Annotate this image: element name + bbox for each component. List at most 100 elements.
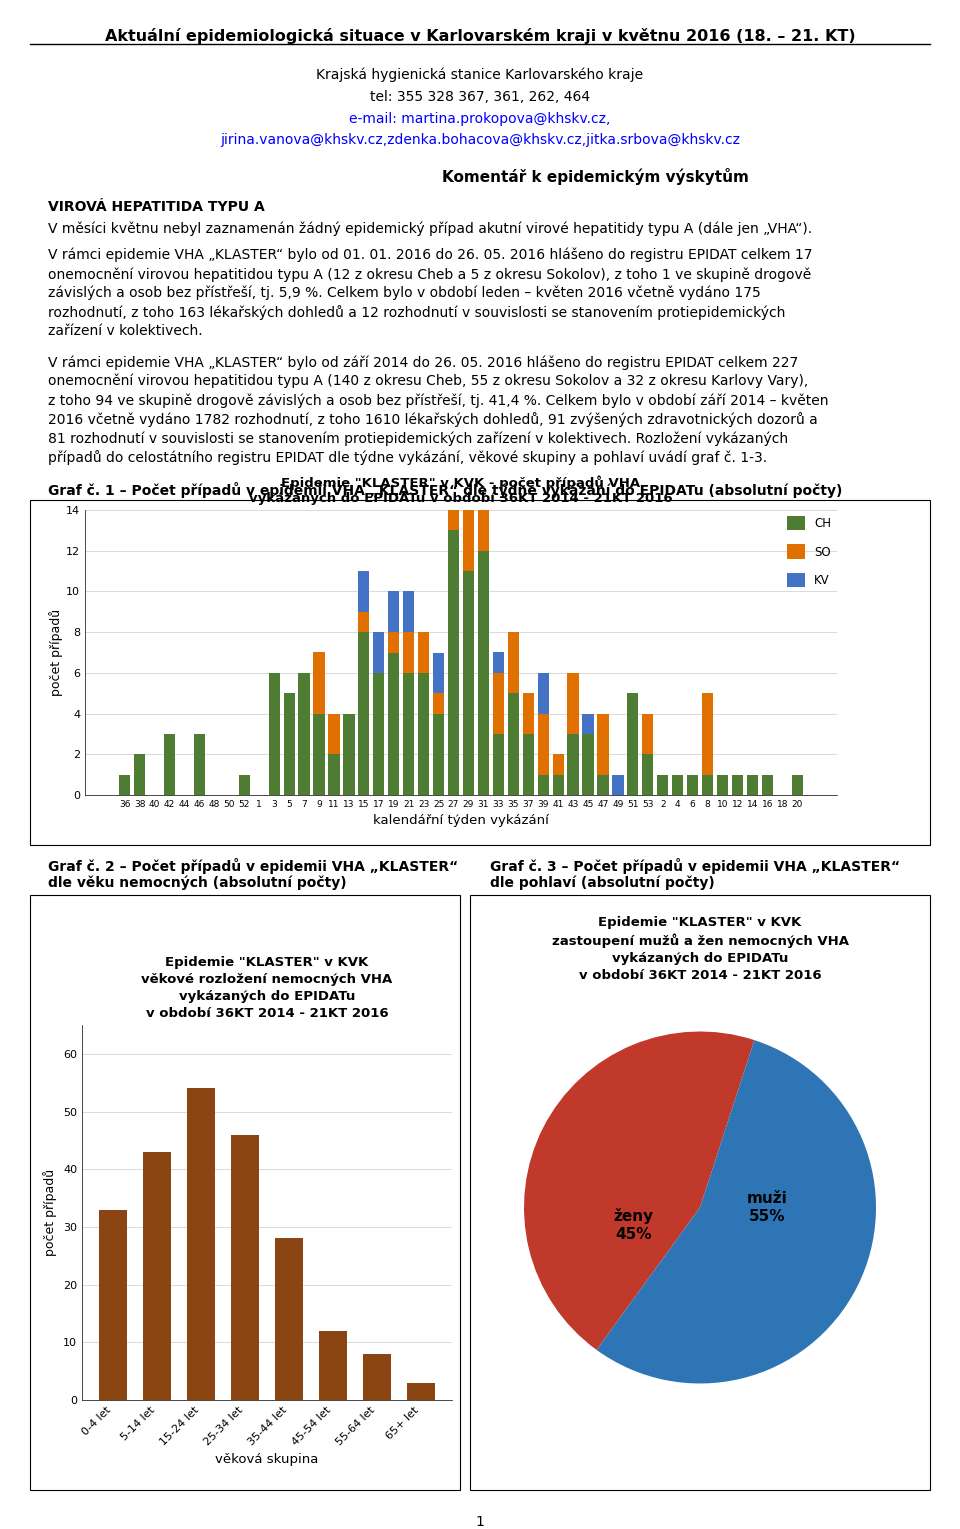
Bar bbox=[313, 653, 324, 714]
Bar bbox=[553, 775, 564, 795]
Bar bbox=[470, 894, 930, 1489]
Bar bbox=[612, 775, 623, 795]
X-axis label: kalendářní týden vykázání: kalendářní týden vykázání bbox=[373, 815, 549, 827]
Text: případů do celostátního registru EPIDAT dle týdne vykázání, věkové skupiny a poh: případů do celostátního registru EPIDAT … bbox=[48, 450, 767, 465]
Text: 81 rozhodnutí v souvislosti se stanovením protiepidemických zařízení v kolektive: 81 rozhodnutí v souvislosti se stanovení… bbox=[48, 431, 788, 445]
Bar bbox=[344, 714, 354, 795]
Bar bbox=[702, 693, 713, 775]
Text: Komentář k epidemickým výskytům: Komentář k epidemickým výskytům bbox=[442, 168, 749, 185]
Bar bbox=[687, 775, 698, 795]
Bar bbox=[99, 1209, 128, 1401]
Bar bbox=[418, 631, 429, 673]
Text: závislých a osob bez přístřeší, tj. 5,9 %. Celkem bylo v období leden – květen 2: závislých a osob bez přístřeší, tj. 5,9 … bbox=[48, 286, 760, 301]
Bar bbox=[567, 734, 579, 795]
Bar bbox=[478, 550, 489, 795]
Bar bbox=[642, 714, 654, 754]
Bar bbox=[448, 469, 459, 531]
Bar bbox=[492, 653, 504, 673]
Bar bbox=[363, 1353, 392, 1401]
Bar bbox=[522, 734, 534, 795]
Text: Krajská hygienická stanice Karlovarského kraje: Krajská hygienická stanice Karlovarského… bbox=[317, 67, 643, 83]
Bar bbox=[433, 714, 444, 795]
Bar bbox=[275, 1238, 303, 1401]
Bar bbox=[403, 631, 415, 673]
Text: muži
55%: muži 55% bbox=[747, 1191, 787, 1223]
Text: onemocnění virovou hepatitidou typu A (140 z okresu Cheb, 55 z okresu Sokolov a : onemocnění virovou hepatitidou typu A (1… bbox=[48, 375, 808, 388]
Bar bbox=[732, 775, 743, 795]
Text: Graf č. 1 – Počet případů v epidemii VHA „KLASTER“ dle týdne vykázání do EPIDATu: Graf č. 1 – Počet případů v epidemii VHA… bbox=[48, 482, 842, 498]
Bar bbox=[492, 673, 504, 734]
Bar bbox=[583, 714, 593, 734]
Title: Epidemie "KLASTER" v KVK - počet případů VHA
vykázaných do EPIDATu v období 36KT: Epidemie "KLASTER" v KVK - počet případů… bbox=[250, 476, 673, 505]
Bar bbox=[119, 775, 131, 795]
Bar bbox=[30, 894, 460, 1489]
Bar bbox=[658, 775, 668, 795]
Bar bbox=[328, 714, 340, 754]
Title: Epidemie "KLASTER" v KVK
zastoupení mužů a žen nemocných VHA
vykázaných do EPIDA: Epidemie "KLASTER" v KVK zastoupení mužů… bbox=[551, 916, 849, 982]
Text: rozhodnutí, z toho 163 lékařských dohledů a 12 rozhodnutí v souvislosti se stano: rozhodnutí, z toho 163 lékařských dohled… bbox=[48, 304, 785, 320]
Bar bbox=[358, 631, 370, 795]
Y-axis label: počet případů: počet případů bbox=[49, 609, 63, 696]
Bar bbox=[30, 500, 930, 846]
Text: onemocnění virovou hepatitidou typu A (12 z okresu Cheb a 5 z okresu Sokolov), z: onemocnění virovou hepatitidou typu A (1… bbox=[48, 268, 811, 281]
Bar bbox=[187, 1089, 215, 1401]
X-axis label: věková skupina: věková skupina bbox=[215, 1453, 319, 1466]
Text: dle pohlaví (absolutní počty): dle pohlaví (absolutní počty) bbox=[490, 875, 715, 890]
Bar bbox=[239, 775, 250, 795]
Text: zařízení v kolektivech.: zařízení v kolektivech. bbox=[48, 324, 203, 338]
Bar bbox=[313, 714, 324, 795]
Bar bbox=[319, 1330, 348, 1401]
Bar bbox=[567, 673, 579, 734]
Text: VIROVÁ HEPATITIDA TYPU A: VIROVÁ HEPATITIDA TYPU A bbox=[48, 200, 265, 214]
Bar bbox=[134, 754, 145, 795]
Bar bbox=[433, 693, 444, 714]
Bar bbox=[747, 775, 758, 795]
Text: dle věku nemocných (absolutní počty): dle věku nemocných (absolutní počty) bbox=[48, 875, 347, 890]
Text: jirina.vanova@khskv.cz,zdenka.bohacova@khskv.cz,jitka.srbova@khskv.cz: jirina.vanova@khskv.cz,zdenka.bohacova@k… bbox=[220, 133, 740, 147]
Text: ženy
45%: ženy 45% bbox=[613, 1208, 653, 1242]
Bar bbox=[478, 489, 489, 511]
Text: V rámci epidemie VHA „KLASTER“ bylo od 01. 01. 2016 do 26. 05. 2016 hlášeno do r: V rámci epidemie VHA „KLASTER“ bylo od 0… bbox=[48, 248, 812, 263]
Bar bbox=[702, 775, 713, 795]
Bar bbox=[792, 775, 803, 795]
Y-axis label: počet případů: počet případů bbox=[43, 1170, 58, 1255]
Bar bbox=[583, 734, 593, 795]
Text: Aktuální epidemiologická situace v Karlovarském kraji v květnu 2016 (18. – 21. K: Aktuální epidemiologická situace v Karlo… bbox=[105, 28, 855, 44]
Title: Epidemie "KLASTER" v KVK
věkové rozložení nemocných VHA
vykázaných do EPIDATu
v : Epidemie "KLASTER" v KVK věkové rozložen… bbox=[141, 956, 393, 1020]
Text: Graf č. 2 – Počet případů v epidemii VHA „KLASTER“: Graf č. 2 – Počet případů v epidemii VHA… bbox=[48, 858, 458, 875]
Bar bbox=[328, 754, 340, 795]
Bar bbox=[538, 673, 549, 714]
Bar bbox=[283, 693, 295, 795]
Bar bbox=[403, 673, 415, 795]
Bar bbox=[433, 653, 444, 693]
Bar bbox=[388, 631, 399, 653]
Bar bbox=[388, 592, 399, 631]
Bar bbox=[761, 775, 773, 795]
Text: 2016 včetně vydáno 1782 rozhodnutí, z toho 1610 lékařských dohledů, 91 zvýšených: 2016 včetně vydáno 1782 rozhodnutí, z to… bbox=[48, 411, 818, 427]
Text: e-mail: martina.prokopova@khskv.cz,: e-mail: martina.prokopova@khskv.cz, bbox=[349, 112, 611, 125]
Text: tel: 355 328 367, 361, 262, 464: tel: 355 328 367, 361, 262, 464 bbox=[370, 90, 590, 104]
Bar bbox=[448, 367, 459, 469]
Bar bbox=[299, 673, 310, 795]
Bar bbox=[508, 631, 519, 693]
Bar bbox=[597, 714, 609, 775]
Bar bbox=[418, 673, 429, 795]
Bar bbox=[478, 511, 489, 550]
Wedge shape bbox=[596, 1040, 876, 1384]
Bar bbox=[407, 1382, 435, 1401]
Bar bbox=[717, 775, 728, 795]
Text: V měsíci květnu nebyl zaznamenán žádný epidemický případ akutní virové hepatitid: V měsíci květnu nebyl zaznamenán žádný e… bbox=[48, 222, 812, 237]
Text: z toho 94 ve skupině drogově závislých a osob bez přístřeší, tj. 41,4 %. Celkem : z toho 94 ve skupině drogově závislých a… bbox=[48, 393, 828, 408]
Bar bbox=[463, 469, 474, 570]
Bar bbox=[269, 673, 279, 795]
Bar bbox=[373, 673, 384, 795]
Bar bbox=[373, 631, 384, 673]
Bar bbox=[538, 714, 549, 775]
Text: Graf č. 3 – Počet případů v epidemii VHA „KLASTER“: Graf č. 3 – Počet případů v epidemii VHA… bbox=[490, 858, 900, 875]
Bar bbox=[553, 754, 564, 775]
Bar bbox=[522, 693, 534, 734]
Bar bbox=[230, 1135, 259, 1401]
Bar bbox=[143, 1151, 172, 1401]
Bar bbox=[463, 428, 474, 469]
Bar bbox=[194, 734, 205, 795]
